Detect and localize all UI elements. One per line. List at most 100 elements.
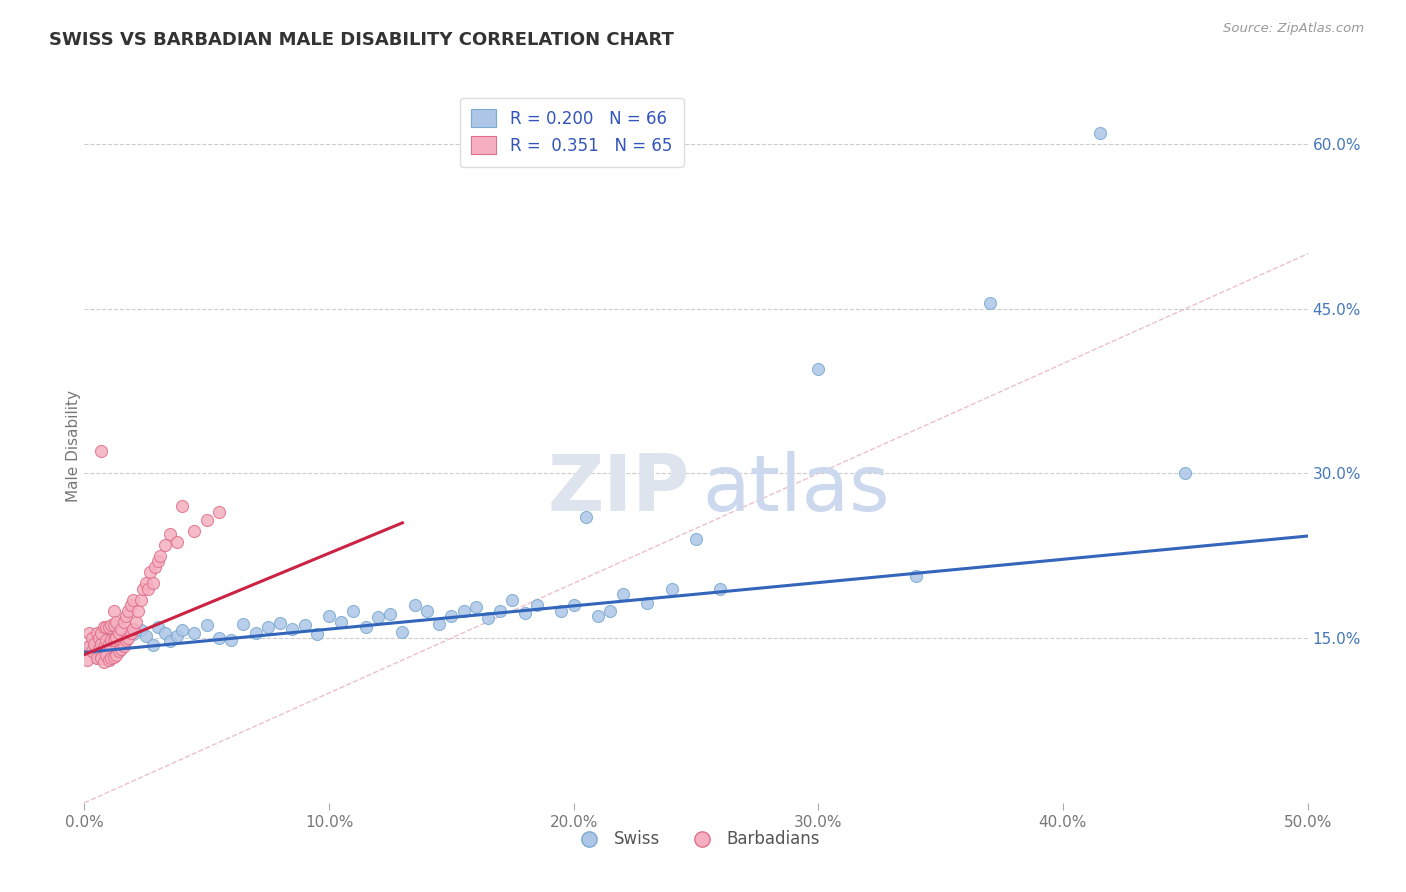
Point [96,633,118,648]
Legend: Swiss, Barbadians: Swiss, Barbadians [565,824,827,855]
Point [77,625,100,640]
Point [97,620,120,634]
Point [115,633,138,648]
Point [97,653,120,667]
Point [354,620,377,634]
Point [135,629,157,643]
Point [208,505,231,519]
Point [153,538,176,552]
Point [120,625,142,640]
Point [612,587,634,601]
Point [153,625,176,640]
Point [416,604,439,618]
Point [86,651,108,665]
Point [96,648,118,662]
Point [117,604,139,618]
Point [257,620,280,634]
Point [107,625,129,640]
Point [120,598,142,612]
Point [294,618,316,632]
Point [367,610,389,624]
Point [195,618,218,632]
Point [87,631,110,645]
Point [80,631,103,645]
Point [149,549,172,563]
Point [562,598,585,612]
Point [219,633,242,648]
Text: ZIP: ZIP [547,450,690,527]
Point [979,296,1001,310]
Point [427,616,450,631]
Point [489,604,512,618]
Point [87,642,110,657]
Point [115,609,138,624]
Point [146,554,169,568]
Point [117,631,139,645]
Point [103,649,125,664]
Point [208,631,231,645]
Point [586,609,609,624]
Point [112,639,135,653]
Point [100,633,122,648]
Point [477,611,499,625]
Point [905,568,928,582]
Point [90,625,112,640]
Point [115,633,138,648]
Point [232,616,254,631]
Point [107,644,129,658]
Point [166,534,188,549]
Point [159,634,181,648]
Point [159,526,181,541]
Point [380,607,402,621]
Point [526,598,548,612]
Point [464,600,486,615]
Point [83,637,105,651]
Point [391,624,413,639]
Point [709,582,731,596]
Text: atlas: atlas [702,450,890,527]
Point [599,604,621,618]
Point [105,648,128,662]
Point [513,606,536,620]
Point [172,624,194,638]
Point [110,623,132,637]
Point [90,651,112,665]
Point [183,625,205,640]
Point [112,615,135,629]
Point [93,655,115,669]
Point [404,598,426,612]
Point [100,618,122,632]
Point [96,633,118,648]
Point [330,615,353,629]
Point [122,626,145,640]
Point [661,582,683,596]
Point [93,620,115,634]
Point [245,625,267,640]
Point [342,604,364,618]
Point [77,639,100,653]
Point [136,582,159,596]
Text: SWISS VS BARBADIAN MALE DISABILITY CORRELATION CHART: SWISS VS BARBADIAN MALE DISABILITY CORRE… [49,31,673,49]
Point [100,625,122,640]
Text: Source: ZipAtlas.com: Source: ZipAtlas.com [1223,22,1364,36]
Point [87,631,110,645]
Point [550,604,572,618]
Point [318,609,340,624]
Point [80,644,103,658]
Point [305,626,328,640]
Y-axis label: Male Disability: Male Disability [66,390,80,502]
Point [105,615,128,629]
Point [172,500,194,514]
Point [146,620,169,634]
Point [685,533,707,547]
Point [122,623,145,637]
Point [281,623,304,637]
Point [502,592,524,607]
Point [90,444,112,458]
Point [93,647,115,661]
Point [103,618,125,632]
Point [142,576,165,591]
Point [96,620,118,634]
Point [105,637,128,651]
Point [807,362,830,376]
